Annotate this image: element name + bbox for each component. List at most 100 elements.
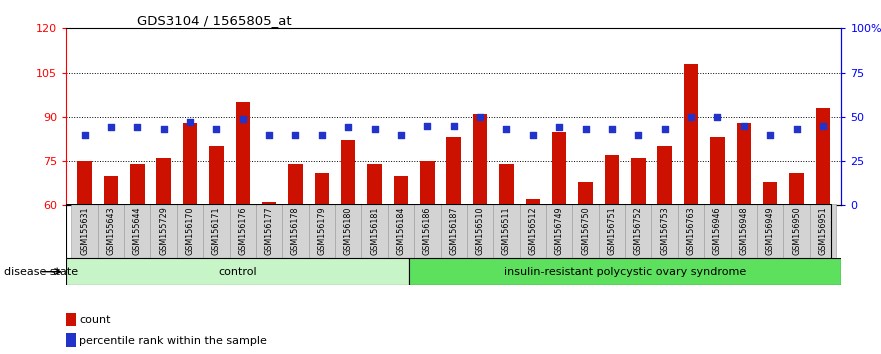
Bar bbox=[493, 204, 520, 258]
Point bbox=[130, 125, 144, 130]
Bar bbox=[66, 313, 76, 326]
Text: insulin-resistant polycystic ovary syndrome: insulin-resistant polycystic ovary syndr… bbox=[504, 267, 746, 277]
Text: GSM156176: GSM156176 bbox=[238, 206, 248, 255]
Bar bbox=[810, 204, 836, 258]
Bar bbox=[626, 204, 651, 258]
Bar bbox=[578, 182, 593, 205]
Text: GSM156178: GSM156178 bbox=[291, 206, 300, 255]
Bar bbox=[783, 204, 810, 258]
Point bbox=[579, 126, 593, 132]
Bar bbox=[361, 204, 388, 258]
Bar bbox=[66, 258, 409, 285]
Point bbox=[262, 132, 276, 137]
Bar bbox=[230, 204, 256, 258]
Bar bbox=[262, 202, 277, 205]
Point bbox=[657, 126, 671, 132]
Point bbox=[367, 126, 381, 132]
Text: GSM156951: GSM156951 bbox=[818, 206, 827, 255]
Bar bbox=[182, 123, 197, 205]
Point bbox=[183, 119, 197, 125]
Bar bbox=[447, 137, 461, 205]
Text: GSM156171: GSM156171 bbox=[212, 206, 221, 255]
Text: GSM156511: GSM156511 bbox=[502, 206, 511, 255]
Text: GSM156181: GSM156181 bbox=[370, 206, 379, 255]
Text: GSM156749: GSM156749 bbox=[555, 206, 564, 255]
Text: count: count bbox=[79, 315, 111, 325]
Text: GSM156753: GSM156753 bbox=[660, 206, 670, 255]
Text: GSM156752: GSM156752 bbox=[633, 206, 643, 255]
Bar bbox=[816, 108, 830, 205]
Bar bbox=[546, 204, 573, 258]
Bar bbox=[177, 204, 204, 258]
Bar bbox=[757, 204, 783, 258]
Text: GSM156179: GSM156179 bbox=[317, 206, 326, 255]
Text: GSM155644: GSM155644 bbox=[133, 206, 142, 255]
Bar bbox=[737, 123, 751, 205]
Bar bbox=[124, 204, 151, 258]
Bar bbox=[684, 64, 699, 205]
Bar bbox=[104, 176, 118, 205]
Text: GSM155631: GSM155631 bbox=[80, 206, 89, 255]
Bar bbox=[71, 204, 98, 258]
Bar bbox=[704, 204, 730, 258]
Bar bbox=[420, 161, 434, 205]
Point bbox=[684, 114, 698, 120]
Bar bbox=[235, 102, 250, 205]
Point bbox=[447, 123, 461, 129]
Point bbox=[500, 126, 514, 132]
Text: GSM156946: GSM156946 bbox=[713, 206, 722, 255]
Bar bbox=[288, 164, 303, 205]
Bar bbox=[315, 173, 329, 205]
Bar bbox=[526, 199, 540, 205]
Bar bbox=[341, 141, 356, 205]
Bar bbox=[657, 146, 672, 205]
Bar bbox=[440, 204, 467, 258]
Point bbox=[710, 114, 724, 120]
Point bbox=[210, 126, 224, 132]
Text: GSM156177: GSM156177 bbox=[264, 206, 274, 255]
Text: GSM155643: GSM155643 bbox=[107, 206, 115, 255]
Text: GSM156750: GSM156750 bbox=[581, 206, 590, 255]
Text: GSM156512: GSM156512 bbox=[529, 206, 537, 255]
Bar bbox=[789, 173, 803, 205]
Bar bbox=[552, 132, 566, 205]
Bar bbox=[308, 204, 335, 258]
Text: disease state: disease state bbox=[4, 267, 78, 277]
Bar bbox=[66, 333, 76, 347]
Text: GSM156187: GSM156187 bbox=[449, 206, 458, 255]
Point bbox=[632, 132, 646, 137]
Text: GSM156949: GSM156949 bbox=[766, 206, 774, 255]
Bar bbox=[599, 204, 626, 258]
Bar bbox=[631, 158, 646, 205]
Point bbox=[236, 116, 250, 121]
Bar bbox=[209, 146, 224, 205]
Point bbox=[420, 123, 434, 129]
Bar bbox=[500, 164, 514, 205]
Text: GSM156184: GSM156184 bbox=[396, 206, 405, 255]
Point bbox=[394, 132, 408, 137]
Bar bbox=[604, 155, 619, 205]
Bar bbox=[282, 204, 308, 258]
Text: GSM156186: GSM156186 bbox=[423, 206, 432, 255]
Point bbox=[552, 125, 566, 130]
Point bbox=[763, 132, 777, 137]
Point bbox=[104, 125, 118, 130]
Bar bbox=[763, 182, 777, 205]
Text: GSM156948: GSM156948 bbox=[739, 206, 748, 255]
Point bbox=[816, 123, 830, 129]
Bar bbox=[520, 204, 546, 258]
Point bbox=[157, 126, 171, 132]
Point bbox=[473, 114, 487, 120]
Bar bbox=[98, 204, 124, 258]
Bar bbox=[414, 204, 440, 258]
Point bbox=[288, 132, 302, 137]
Bar bbox=[335, 204, 361, 258]
Point bbox=[789, 126, 803, 132]
Bar bbox=[467, 204, 493, 258]
Bar bbox=[651, 204, 677, 258]
Text: percentile rank within the sample: percentile rank within the sample bbox=[79, 336, 267, 346]
Bar bbox=[710, 137, 725, 205]
Bar bbox=[388, 204, 414, 258]
Bar bbox=[394, 176, 408, 205]
Bar bbox=[78, 161, 92, 205]
